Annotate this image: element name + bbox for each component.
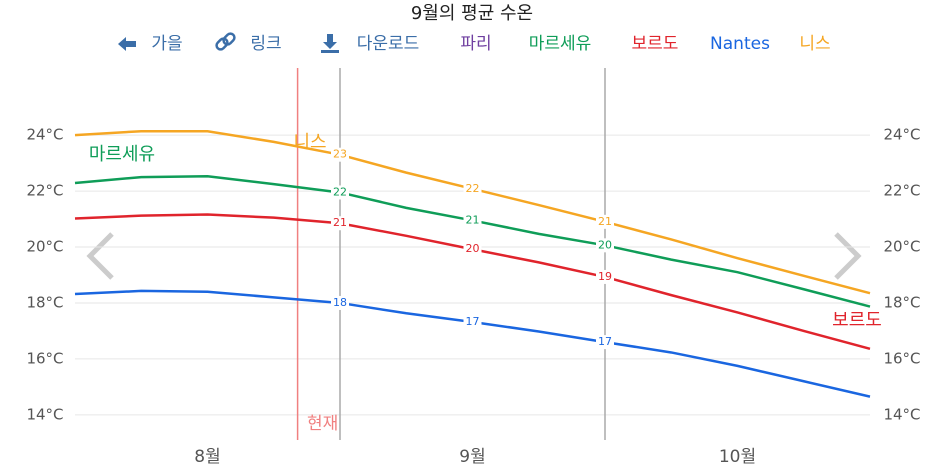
next-arrow[interactable] <box>834 232 862 280</box>
value-label-bg <box>331 295 349 310</box>
value-label-bg <box>596 269 614 284</box>
x-tick-label: 9월 <box>459 447 485 467</box>
series-label: 니스 <box>293 132 326 153</box>
value-label-bg <box>331 216 349 231</box>
x-tick-label: 10월 <box>719 447 756 467</box>
legend-item[interactable]: 니스 <box>799 34 830 54</box>
y-tick-label-right: 18°C <box>883 293 920 311</box>
legend-item[interactable]: 파리 <box>460 34 491 54</box>
y-tick-label-right: 22°C <box>883 182 920 200</box>
y-tick-label-right: 16°C <box>883 349 920 367</box>
value-label: 22 <box>333 185 347 198</box>
y-tick-label: 20°C <box>26 238 63 256</box>
value-label: 19 <box>598 270 612 283</box>
series-line <box>74 289 871 398</box>
toolbar-button[interactable]: 다운로드 <box>357 34 420 54</box>
y-tick-label: 22°C <box>26 182 63 200</box>
now-label: 현재 <box>307 414 338 434</box>
y-tick-label: 18°C <box>26 293 63 311</box>
value-label: 18 <box>333 296 347 309</box>
legend-item[interactable]: 마르세유 <box>529 34 592 54</box>
icon-back[interactable] <box>118 37 136 51</box>
y-tick-label: 16°C <box>26 349 63 367</box>
y-tick-label-right: 24°C <box>883 126 920 144</box>
value-label: 21 <box>333 216 347 229</box>
series-line <box>74 129 871 295</box>
value-label-bg <box>596 238 614 253</box>
value-label-bg <box>463 213 482 228</box>
y-tick-label: 14°C <box>26 405 63 423</box>
icon-link[interactable] <box>215 32 236 51</box>
legend-item[interactable]: 보르도 <box>632 34 679 54</box>
y-tick-label: 24°C <box>26 126 63 144</box>
value-label-bg <box>596 335 614 350</box>
value-label: 20 <box>598 238 612 251</box>
value-label-bg <box>331 147 349 162</box>
value-label: 22 <box>466 182 480 195</box>
y-tick-label-right: 14°C <box>883 405 920 423</box>
value-label: 21 <box>598 215 612 228</box>
legend-item[interactable]: Nantes <box>710 34 770 54</box>
value-label-bg <box>463 242 482 257</box>
chart-title: 9월의 평균 수온 <box>411 3 533 24</box>
y-tick-label-right: 20°C <box>883 238 920 256</box>
prev-arrow[interactable] <box>86 232 114 280</box>
series-label: 보르도 <box>832 310 882 331</box>
value-label: 17 <box>598 335 612 348</box>
icon-download[interactable] <box>321 34 339 53</box>
value-label: 21 <box>466 213 480 226</box>
series-label: 마르세유 <box>89 144 155 165</box>
value-label: 17 <box>466 315 480 328</box>
value-label: 20 <box>466 242 480 255</box>
toolbar-button[interactable]: 링크 <box>250 34 281 54</box>
value-label-bg <box>596 214 614 229</box>
x-tick-label: 8월 <box>194 447 220 467</box>
value-label-bg <box>331 185 349 200</box>
value-label-bg <box>463 181 482 196</box>
value-label: 23 <box>333 148 347 161</box>
value-label-bg <box>463 314 482 329</box>
toolbar-button[interactable]: 가을 <box>151 34 182 54</box>
